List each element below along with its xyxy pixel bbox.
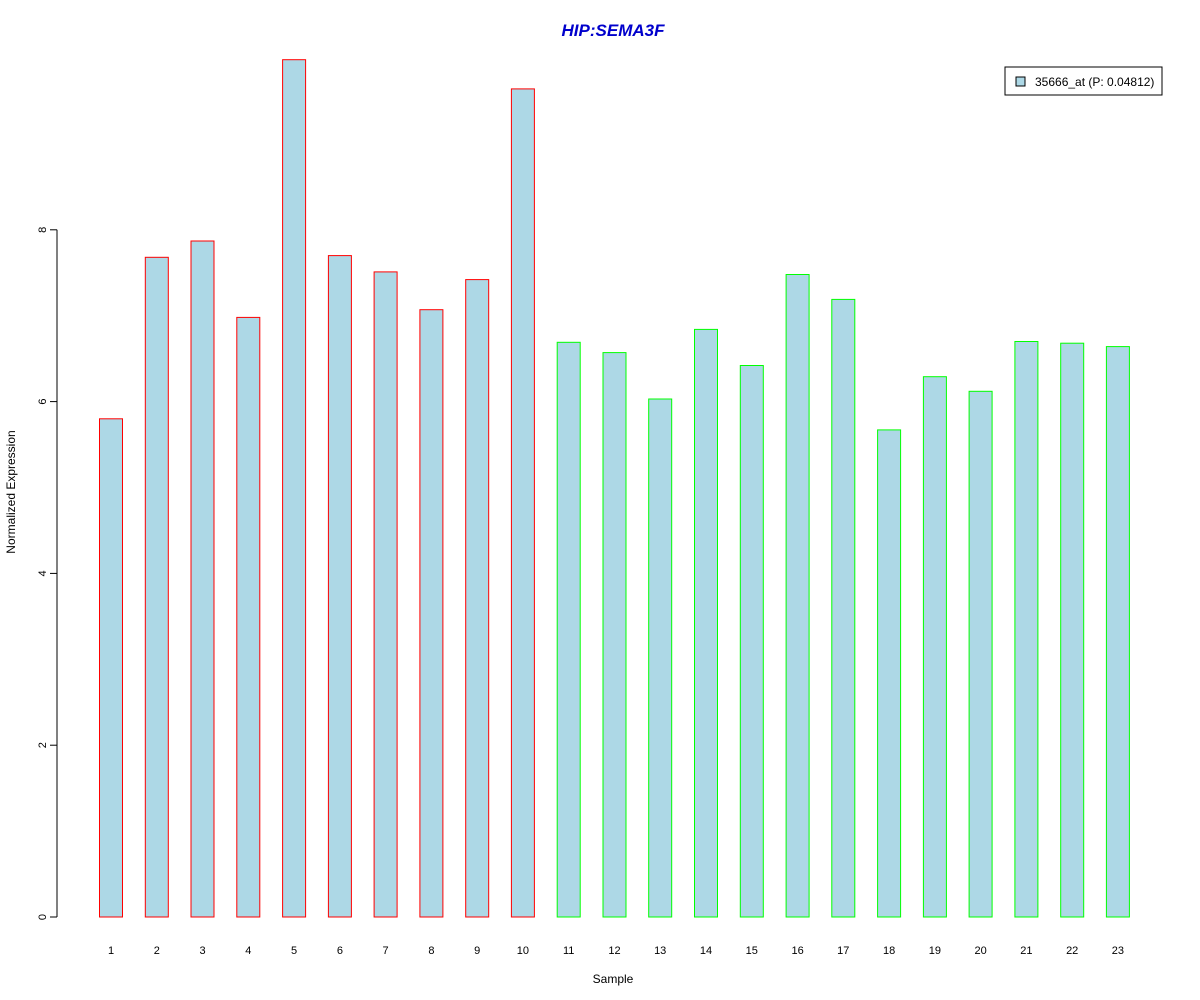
bar [144, 256, 169, 918]
bar [831, 298, 856, 918]
bar [739, 365, 764, 918]
x-tick-label: 5 [291, 945, 297, 957]
bar [877, 429, 902, 918]
x-tick-label: 2 [154, 945, 160, 957]
x-axis-label: Sample [593, 972, 634, 986]
y-axis: 0 2 4 6 8 [37, 227, 58, 920]
y-axis-label: Normalized Expression [4, 430, 18, 553]
bar [282, 59, 307, 918]
bar [1105, 346, 1130, 918]
x-tick-labels: 1 2 3 4 5 6 7 8 9 10 11 12 13 14 15 16 17 18 19 20 21 22 23 [108, 945, 1124, 957]
x-tick-label: 17 [837, 945, 849, 957]
x-tick-label: 6 [337, 945, 343, 957]
x-tick-label: 3 [199, 945, 205, 957]
legend-swatch [1015, 76, 1026, 87]
bar [510, 88, 535, 918]
x-tick-label: 19 [929, 945, 941, 957]
y-tick-label: 6 [37, 399, 49, 405]
legend-label: 35666_at (P: 0.04812) [1035, 75, 1154, 89]
x-tick-label: 12 [608, 945, 620, 957]
bar [190, 240, 215, 918]
x-tick-label: 4 [245, 945, 251, 957]
x-tick-label: 9 [474, 945, 480, 957]
bar [694, 328, 718, 918]
bar [99, 418, 123, 918]
bar [648, 398, 673, 918]
x-tick-label: 8 [428, 945, 434, 957]
x-tick-label: 10 [517, 945, 529, 957]
x-tick-label: 15 [746, 945, 758, 957]
bar [1014, 341, 1039, 918]
bar [236, 316, 261, 918]
x-tick-label: 21 [1020, 945, 1032, 957]
bar [602, 352, 627, 918]
x-tick-label: 1 [108, 945, 114, 957]
bar [556, 341, 581, 918]
chart-title: HIP:SEMA3F [562, 21, 666, 40]
x-tick-label: 20 [974, 945, 986, 957]
bar [968, 390, 993, 918]
x-tick-label: 16 [791, 945, 803, 957]
bars [99, 59, 1130, 918]
legend: 35666_at (P: 0.04812) [1004, 66, 1163, 96]
bar [419, 309, 444, 918]
bar [785, 274, 810, 918]
x-tick-label: 11 [563, 945, 574, 957]
legend-box [1004, 66, 1163, 96]
bar [1060, 342, 1085, 918]
y-tick-label: 8 [37, 227, 49, 233]
x-tick-label: 23 [1112, 945, 1124, 957]
x-tick-label: 13 [654, 945, 666, 957]
x-tick-label: 22 [1066, 945, 1078, 957]
x-tick-label: 18 [883, 945, 895, 957]
y-tick-label: 2 [37, 742, 49, 748]
bar [373, 271, 398, 918]
x-tick-label: 14 [700, 945, 712, 957]
y-tick-label: 4 [37, 570, 49, 576]
y-tick-label: 0 [37, 914, 49, 920]
x-tick-label: 7 [383, 945, 389, 957]
bar [327, 255, 352, 918]
bar [465, 279, 490, 918]
bar [922, 376, 947, 918]
